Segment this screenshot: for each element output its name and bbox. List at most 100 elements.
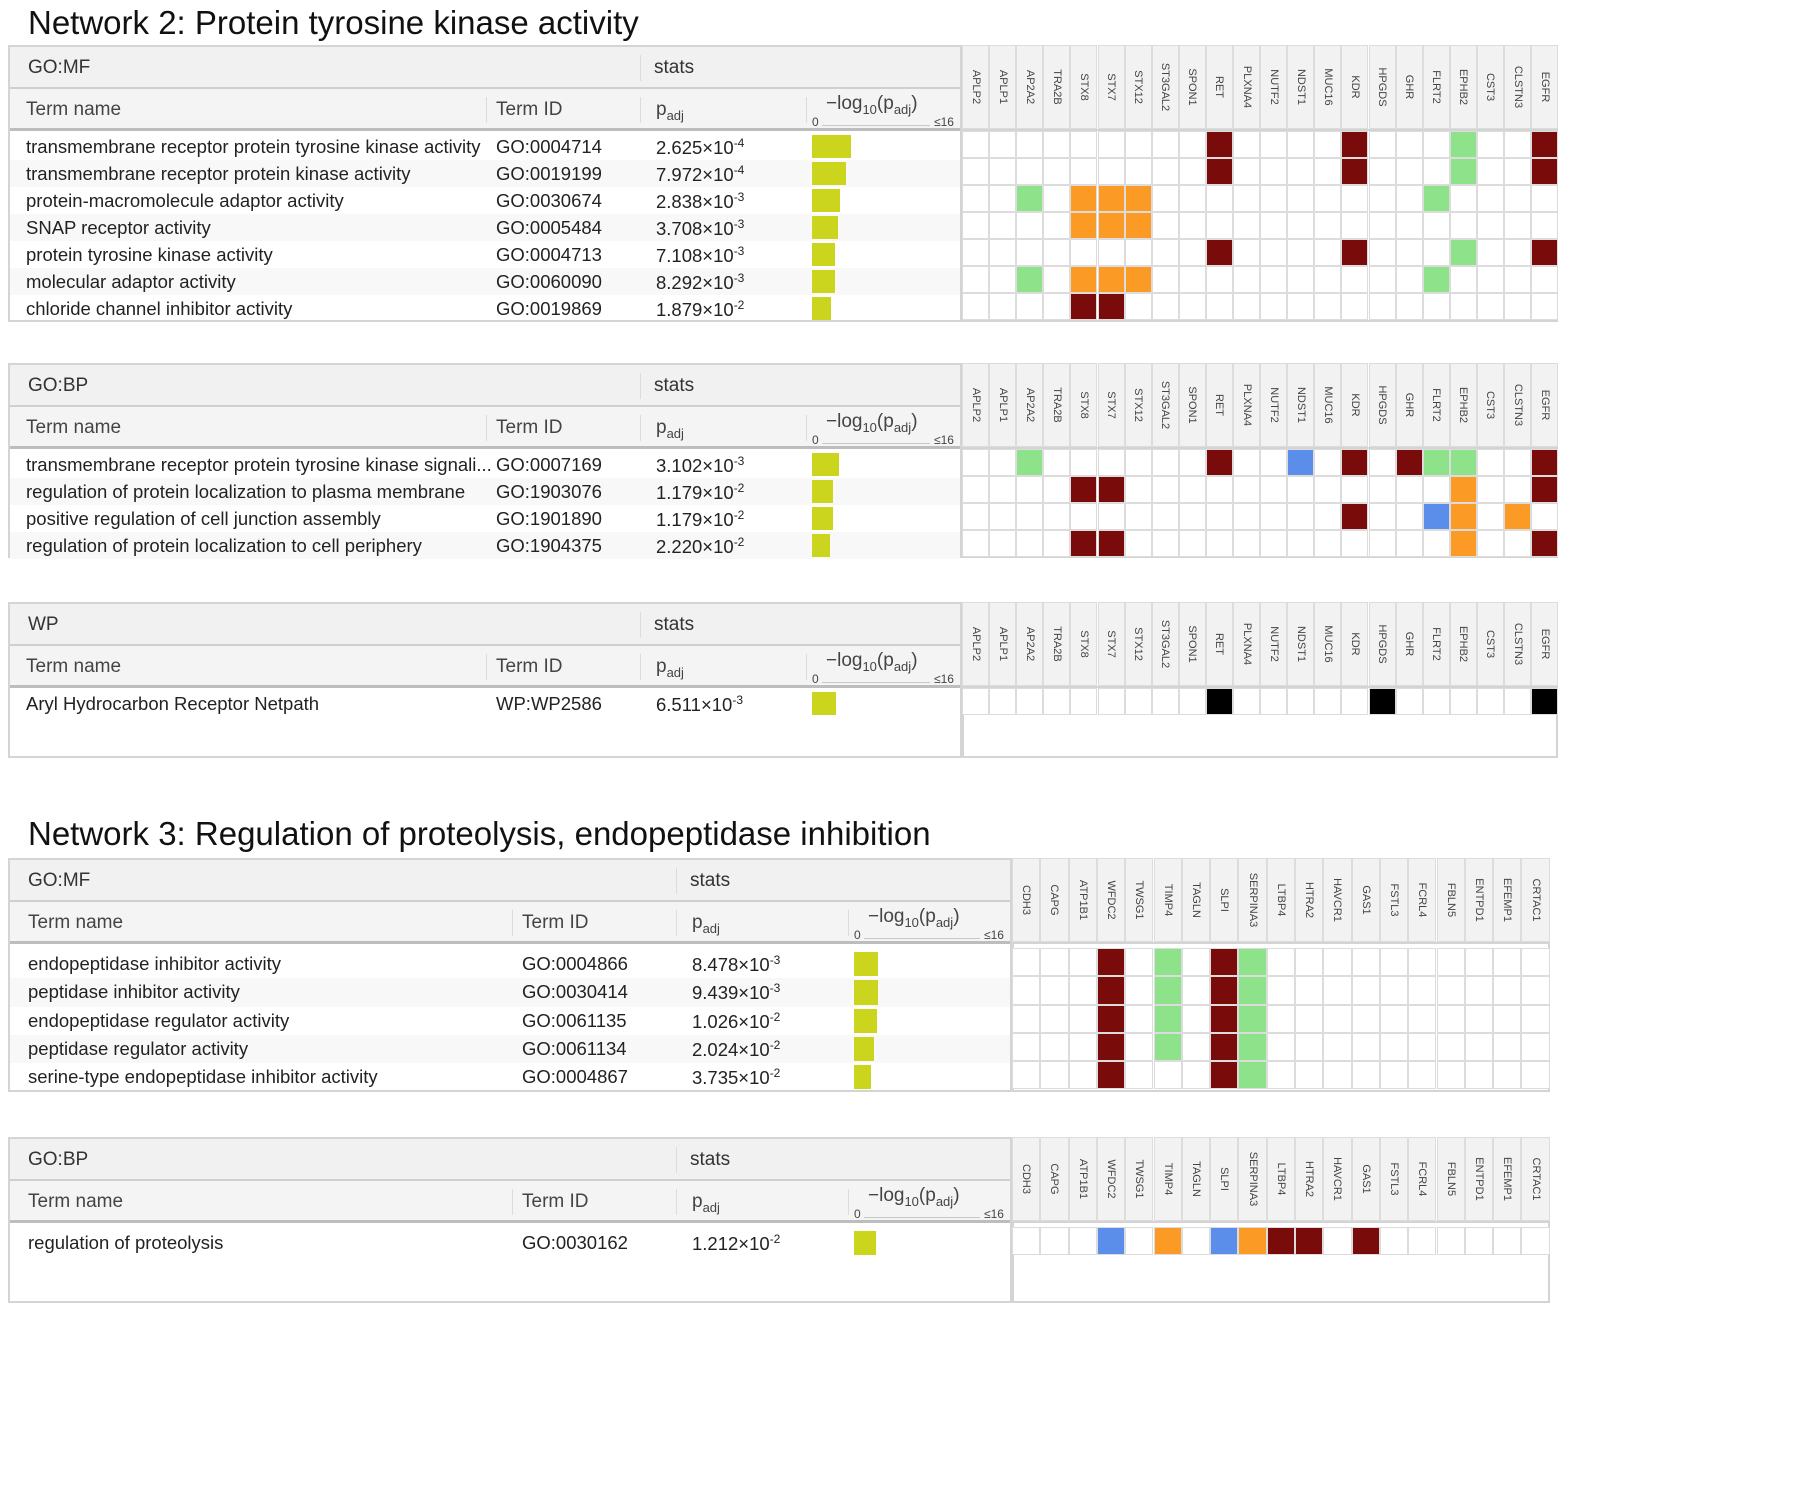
- gene-column-header[interactable]: STX7: [1097, 602, 1125, 686]
- gene-cell[interactable]: [1043, 503, 1071, 530]
- gene-column-header[interactable]: ST3GAL2: [1151, 45, 1179, 129]
- table-row[interactable]: positive regulation of cell junction ass…: [10, 505, 960, 532]
- gene-cell[interactable]: [1233, 449, 1261, 476]
- gene-cell-dark-red[interactable]: [1210, 1061, 1239, 1090]
- gene-cell[interactable]: [1314, 530, 1342, 557]
- gene-cell[interactable]: [1124, 293, 1152, 320]
- gene-cell[interactable]: [1323, 948, 1352, 977]
- gene-column-header[interactable]: CST3: [1476, 602, 1504, 686]
- term-id[interactable]: GO:0004714: [496, 136, 602, 157]
- gene-cell-dark-red[interactable]: [1070, 530, 1098, 557]
- gene-cell[interactable]: [1351, 1032, 1380, 1062]
- gene-cell-blue[interactable]: [1210, 1227, 1239, 1256]
- gene-column-header[interactable]: HAVCR1: [1323, 858, 1352, 942]
- gene-cell[interactable]: [1043, 449, 1071, 476]
- gene-cell[interactable]: [1181, 1004, 1211, 1033]
- gene-cell[interactable]: [1341, 185, 1369, 212]
- gene-cell[interactable]: [962, 131, 990, 158]
- term-name[interactable]: Aryl Hydrocarbon Receptor Netpath: [26, 693, 320, 714]
- gene-column-header[interactable]: APLP2: [962, 45, 990, 129]
- gene-cell[interactable]: [1043, 476, 1071, 503]
- gene-cell[interactable]: [1233, 503, 1261, 530]
- gene-cell[interactable]: [1476, 688, 1504, 715]
- gene-cell[interactable]: [1260, 449, 1288, 476]
- gene-cell[interactable]: [1260, 476, 1288, 503]
- gene-cell[interactable]: [1097, 449, 1125, 476]
- gene-cell-dark-red[interactable]: [1070, 476, 1098, 503]
- gene-column-header[interactable]: STX8: [1070, 602, 1098, 686]
- gene-cell[interactable]: [1379, 1227, 1409, 1256]
- gene-cell-green[interactable]: [1238, 1004, 1267, 1033]
- gene-column-header[interactable]: APLP1: [989, 602, 1017, 686]
- gene-cell[interactable]: [1521, 1061, 1550, 1090]
- gene-column-header[interactable]: HPGDS: [1368, 602, 1396, 686]
- gene-cell[interactable]: [1422, 476, 1450, 503]
- gene-cell[interactable]: [1422, 239, 1450, 266]
- gene-cell-dark-red[interactable]: [1341, 131, 1369, 158]
- gene-cell[interactable]: [1436, 976, 1465, 1005]
- gene-cell[interactable]: [1323, 1061, 1352, 1090]
- gene-cell[interactable]: [1040, 1032, 1069, 1062]
- column-header-padj[interactable]: padj: [692, 912, 720, 936]
- gene-cell[interactable]: [1181, 1032, 1211, 1062]
- gene-column-header[interactable]: APLP2: [962, 363, 990, 447]
- gene-cell[interactable]: [1124, 449, 1152, 476]
- gene-column-header[interactable]: FLRT2: [1422, 45, 1450, 129]
- term-name[interactable]: molecular adaptor activity: [26, 271, 236, 292]
- gene-cell[interactable]: [1260, 131, 1288, 158]
- gene-cell[interactable]: [1125, 1004, 1154, 1033]
- column-header-padj[interactable]: padj: [692, 1191, 720, 1215]
- gene-cell[interactable]: [1178, 185, 1206, 212]
- gene-cell-orange[interactable]: [1449, 503, 1477, 530]
- gene-cell[interactable]: [962, 530, 990, 557]
- gene-cell[interactable]: [1476, 131, 1504, 158]
- column-header-term-id[interactable]: Term ID: [522, 912, 589, 933]
- gene-column-header[interactable]: EPHB2: [1449, 602, 1477, 686]
- term-id[interactable]: GO:0030674: [496, 190, 602, 211]
- gene-cell-orange[interactable]: [1070, 185, 1098, 212]
- gene-cell[interactable]: [1379, 1032, 1409, 1062]
- gene-column-header[interactable]: RET: [1205, 602, 1233, 686]
- gene-cell-orange[interactable]: [1097, 185, 1125, 212]
- gene-cell-dark-red[interactable]: [1266, 1227, 1295, 1256]
- gene-cell-green[interactable]: [1153, 948, 1182, 977]
- gene-cell[interactable]: [1395, 239, 1423, 266]
- table-row[interactable]: transmembrane receptor protein tyrosine …: [10, 133, 960, 160]
- gene-cell[interactable]: [1531, 212, 1559, 239]
- gene-cell[interactable]: [1436, 948, 1465, 977]
- gene-cell-dark-red[interactable]: [1351, 1227, 1380, 1256]
- gene-column-header[interactable]: FLRT2: [1422, 363, 1450, 447]
- gene-cell[interactable]: [1178, 266, 1206, 293]
- gene-cell[interactable]: [1521, 1032, 1550, 1062]
- gene-cell[interactable]: [1260, 239, 1288, 266]
- gene-cell[interactable]: [1422, 158, 1450, 185]
- gene-cell[interactable]: [1016, 293, 1044, 320]
- column-header-neglog[interactable]: −log10(padj): [868, 1185, 960, 1209]
- gene-cell[interactable]: [1436, 1032, 1465, 1062]
- gene-column-header[interactable]: HPGDS: [1368, 363, 1396, 447]
- gene-column-header[interactable]: APLP1: [989, 45, 1017, 129]
- gene-column-header[interactable]: TIMP4: [1153, 1137, 1182, 1221]
- gene-cell[interactable]: [1408, 1032, 1437, 1062]
- gene-cell[interactable]: [1178, 688, 1206, 715]
- gene-cell-dark-red[interactable]: [1096, 1004, 1126, 1033]
- term-id[interactable]: GO:0061134: [522, 1037, 627, 1059]
- gene-cell[interactable]: [1205, 503, 1233, 530]
- gene-cell[interactable]: [989, 503, 1017, 530]
- gene-cell[interactable]: [1287, 266, 1315, 293]
- gene-cell[interactable]: [1181, 976, 1211, 1005]
- gene-cell[interactable]: [1151, 449, 1179, 476]
- gene-cell[interactable]: [1012, 948, 1041, 977]
- gene-column-header[interactable]: STX7: [1097, 45, 1125, 129]
- gene-column-header[interactable]: STX7: [1097, 363, 1125, 447]
- term-name[interactable]: endopeptidase inhibitor activity: [28, 953, 281, 974]
- gene-cell[interactable]: [1178, 131, 1206, 158]
- gene-column-header[interactable]: STX8: [1070, 45, 1098, 129]
- gene-cell[interactable]: [1178, 239, 1206, 266]
- gene-column-header[interactable]: TRA2B: [1043, 363, 1071, 447]
- gene-cell[interactable]: [1233, 476, 1261, 503]
- gene-column-header[interactable]: ENTPD1: [1464, 1137, 1494, 1221]
- gene-cell[interactable]: [1379, 1061, 1409, 1090]
- gene-cell[interactable]: [1070, 158, 1098, 185]
- term-name[interactable]: chloride channel inhibitor activity: [26, 298, 293, 319]
